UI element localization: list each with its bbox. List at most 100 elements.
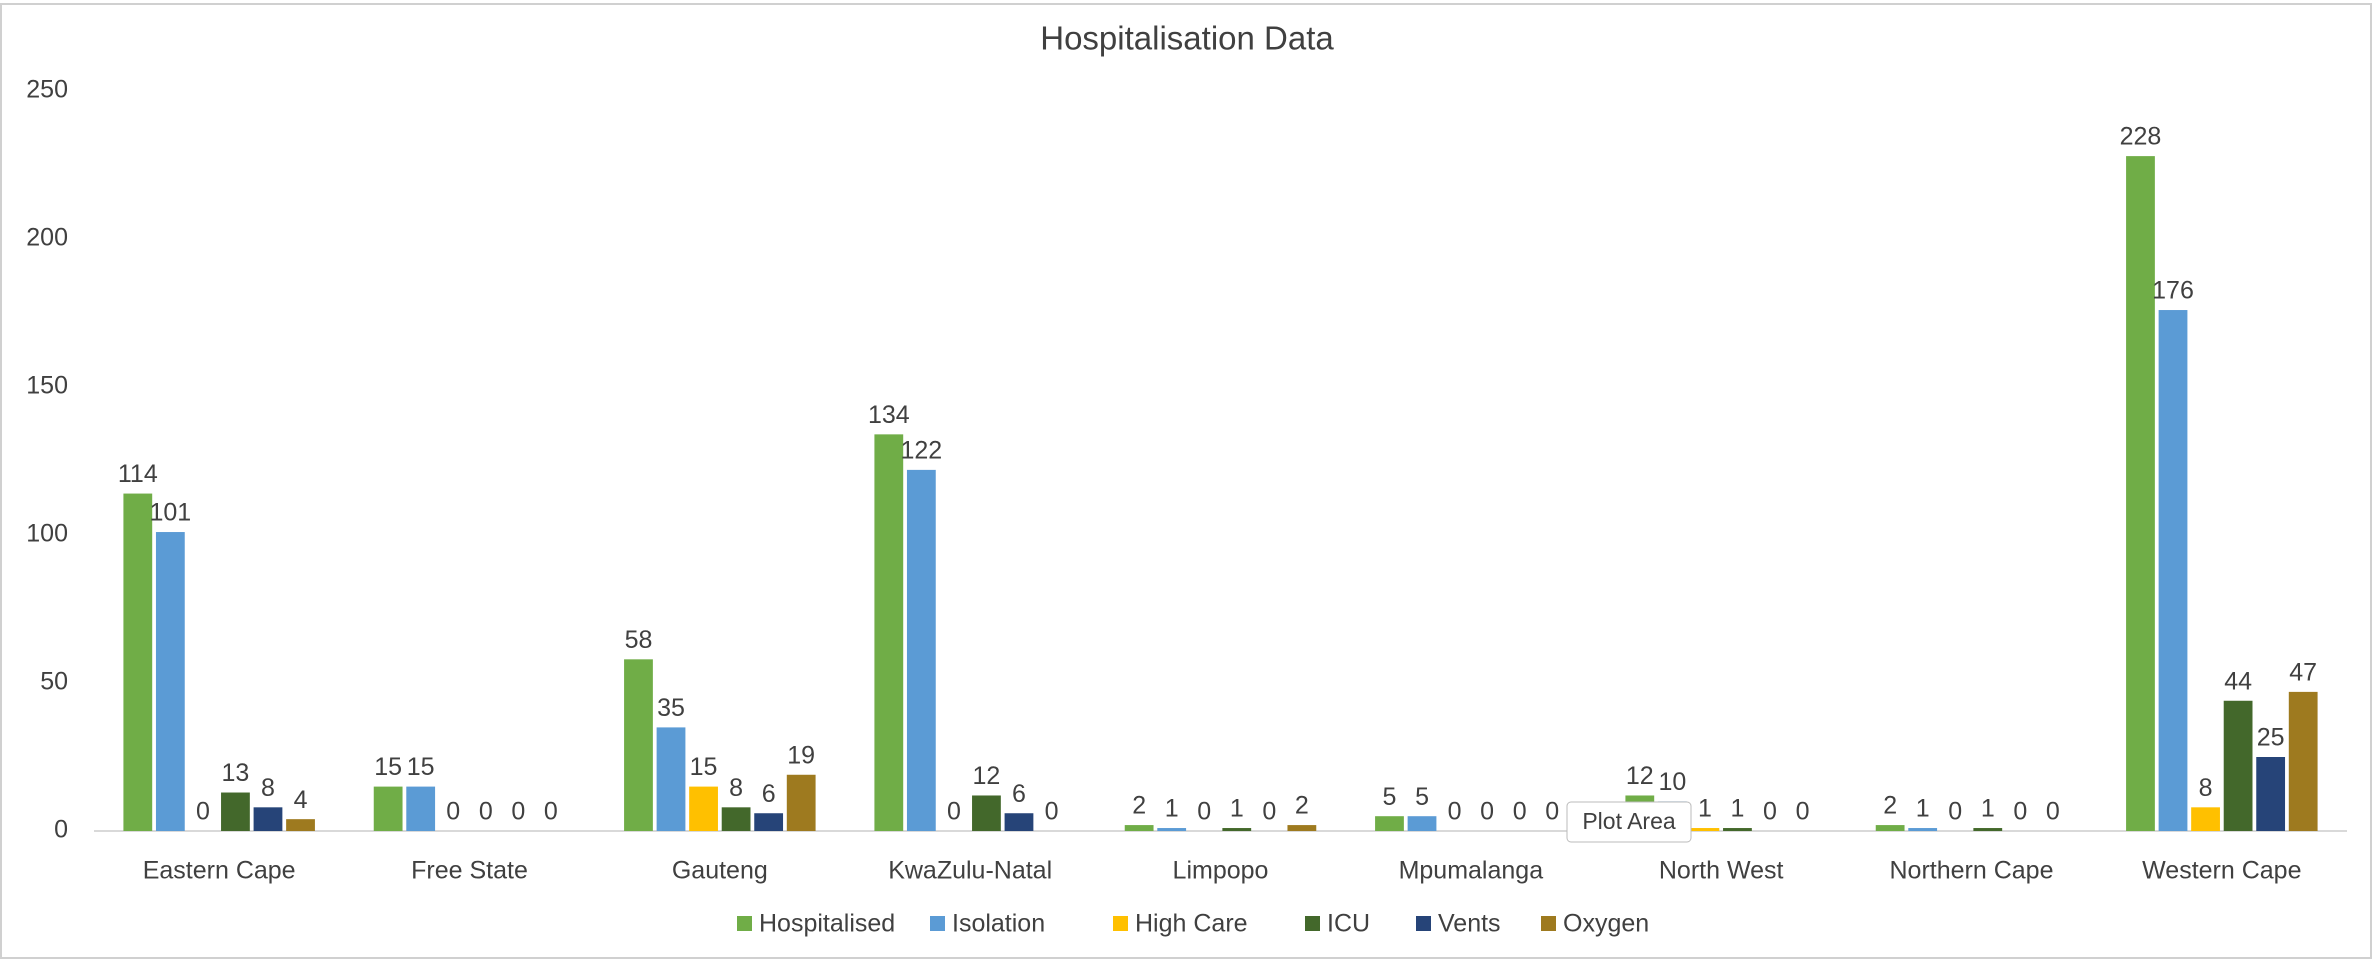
- legend-swatch: [1305, 916, 1320, 931]
- data-label: 12: [1626, 762, 1654, 790]
- data-label: 0: [196, 798, 210, 826]
- bar: [2256, 757, 2286, 831]
- legend-label: ICU: [1327, 910, 1370, 938]
- data-label: 228: [2120, 123, 2162, 151]
- chart-title: Hospitalisation Data: [1040, 20, 1334, 57]
- bar: [2223, 700, 2253, 831]
- bar: [1690, 828, 1720, 831]
- data-label: 0: [511, 798, 525, 826]
- data-label: 0: [1513, 798, 1527, 826]
- bar: [656, 727, 686, 831]
- bar: [286, 819, 315, 831]
- data-label: 12: [973, 762, 1001, 790]
- data-label: 101: [149, 499, 191, 527]
- bar: [624, 659, 653, 831]
- data-label: 0: [1262, 798, 1276, 826]
- data-label: 47: [2289, 658, 2317, 686]
- y-tick-label: 150: [26, 372, 68, 400]
- data-label: 5: [1383, 783, 1397, 811]
- data-label: 1: [1230, 795, 1244, 823]
- tooltip-box: [1566, 801, 1692, 843]
- data-label: 2: [1132, 792, 1146, 820]
- data-label: 8: [2199, 774, 2213, 802]
- bar: [1287, 825, 1317, 831]
- data-label: 0: [1448, 798, 1462, 826]
- y-tick-label: 200: [26, 224, 68, 252]
- bar: [689, 786, 718, 831]
- legend-label: High Care: [1135, 910, 1248, 938]
- bar: [2126, 156, 2155, 831]
- data-label: 19: [787, 741, 815, 769]
- data-label: 58: [625, 626, 653, 654]
- x-tick-label: Limpopo: [1173, 857, 1269, 885]
- bar: [2158, 310, 2188, 831]
- data-label: 0: [1796, 798, 1810, 826]
- bar: [1875, 825, 1905, 831]
- data-label: 0: [1545, 798, 1559, 826]
- data-label: 0: [479, 798, 493, 826]
- data-label: 0: [1480, 798, 1494, 826]
- data-label: 15: [690, 753, 718, 781]
- legend-swatch: [737, 916, 752, 931]
- data-label: 1: [1730, 795, 1744, 823]
- data-label: 2: [1295, 792, 1309, 820]
- data-label: 35: [657, 694, 685, 722]
- data-label: 0: [1948, 798, 1962, 826]
- legend-swatch: [1541, 916, 1556, 931]
- data-label: 0: [2013, 798, 2027, 826]
- data-label: 1: [1916, 795, 1930, 823]
- bar: [1375, 816, 1404, 831]
- data-label: 0: [1045, 798, 1059, 826]
- bar: [1004, 813, 1034, 831]
- bar: [874, 434, 904, 831]
- data-label: 114: [118, 460, 158, 488]
- data-label: 0: [544, 798, 558, 826]
- legend-label: Vents: [1438, 910, 1501, 938]
- data-label: 0: [1197, 798, 1211, 826]
- data-label: 0: [2046, 798, 2060, 826]
- data-label: 13: [222, 759, 250, 787]
- data-label: 0: [947, 798, 961, 826]
- legend-swatch: [1113, 916, 1128, 931]
- bar: [972, 795, 1001, 831]
- bar: [906, 469, 936, 831]
- data-label: 15: [374, 753, 402, 781]
- bar: [406, 786, 436, 831]
- bar: [373, 786, 403, 831]
- legend-label: Oxygen: [1563, 910, 1649, 938]
- bar: [1407, 816, 1437, 831]
- data-label: 6: [1012, 780, 1026, 808]
- y-tick-label: 50: [40, 668, 68, 696]
- bar: [1222, 828, 1252, 831]
- bar: [2191, 807, 2220, 831]
- data-label: 0: [1763, 798, 1777, 826]
- legend-label: Isolation: [952, 910, 1045, 938]
- y-tick-label: 100: [26, 520, 68, 548]
- bar: [721, 807, 751, 831]
- data-label: 25: [2257, 724, 2285, 752]
- bar: [1124, 825, 1154, 831]
- legend-swatch: [930, 916, 945, 931]
- bar: [155, 532, 185, 831]
- bar: [1723, 828, 1752, 831]
- x-tick-label: Northern Cape: [1890, 857, 2054, 885]
- y-tick-label: 250: [26, 76, 68, 104]
- data-label: 8: [729, 774, 743, 802]
- bar: [221, 792, 250, 831]
- data-label: 6: [762, 780, 776, 808]
- legend-swatch: [1416, 916, 1431, 931]
- data-label: 2: [1883, 792, 1897, 820]
- x-tick-label: KwaZulu-Natal: [888, 857, 1052, 885]
- data-label: 5: [1415, 783, 1429, 811]
- bar: [786, 774, 816, 831]
- bar: [754, 813, 784, 831]
- bar: [1157, 828, 1187, 831]
- data-label: 1: [1981, 795, 1995, 823]
- data-label: 10: [1658, 768, 1686, 796]
- legend-label: Hospitalised: [759, 910, 895, 938]
- bar: [1973, 828, 2003, 831]
- x-tick-label: Eastern Cape: [143, 857, 296, 885]
- tooltip-text: Plot Area: [1582, 808, 1676, 834]
- data-label: 8: [261, 774, 275, 802]
